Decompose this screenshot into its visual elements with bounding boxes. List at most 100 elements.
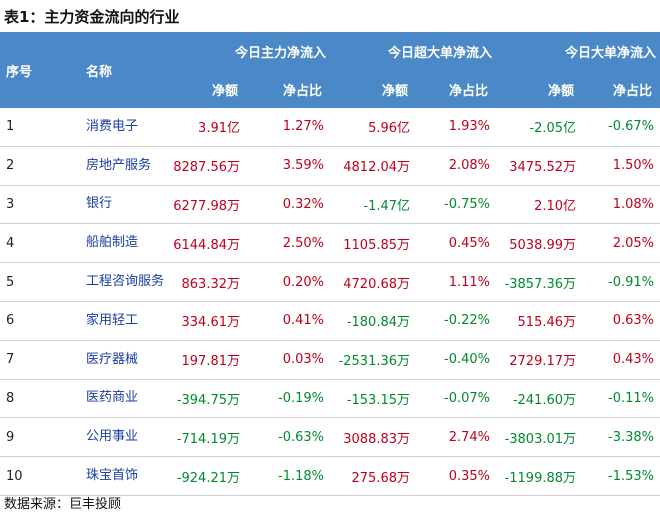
large-net-ratio-cell: 2.05%: [582, 223, 660, 264]
large-net-amount-cell: -241.60万: [496, 379, 583, 419]
main-net-amount-cell: 197.81万: [168, 340, 246, 380]
super-large-net-ratio-cell: 1.93%: [416, 108, 497, 147]
super-large-net-amount-cell: -153.15万: [330, 379, 417, 419]
large-net-ratio-cell: 1.08%: [582, 185, 660, 225]
industry-name: 银行: [80, 185, 168, 225]
table-body: 1 消费电子 3.91亿 1.27% 5.96亿 1.93% -2.05亿 -0.67% 2 房地…: [0, 108, 660, 496]
industry-name: 公用事业: [80, 417, 168, 458]
large-net-amount-header: 净额: [496, 70, 583, 108]
large-net-amount-cell: -3803.01万: [496, 417, 583, 458]
fund-flow-table: 序号 名称 今日主力净流入 今日超大单净流入 今日大单净流入 净额 净占比 净额…: [0, 32, 660, 496]
row-index: 1: [0, 108, 80, 147]
super-large-net-ratio-cell: -0.22%: [416, 301, 497, 341]
main-net-ratio-cell: 3.59%: [246, 146, 331, 186]
row-index: 6: [0, 301, 80, 341]
large-net-ratio-cell: -0.91%: [582, 262, 660, 302]
super-large-net-amount-header: 净额: [330, 70, 417, 108]
row-index: 8: [0, 379, 80, 419]
large-net-amount-cell: 5038.99万: [496, 223, 583, 264]
super-large-net-ratio-cell: 2.74%: [416, 417, 497, 458]
main-inflow-group-header: 今日主力净流入: [168, 32, 331, 70]
large-net-ratio-cell: -0.67%: [582, 108, 660, 147]
main-net-amount-cell: -394.75万: [168, 379, 246, 419]
data-source-note: 数据来源：巨丰投顾: [4, 497, 122, 512]
table-row: 3 银行 6277.98万 0.32% -1.47亿 -0.75% 2.10亿 1.08%: [0, 185, 660, 225]
large-net-amount-cell: 3475.52万: [496, 146, 583, 186]
industry-name: 船舶制造: [80, 223, 168, 264]
table-title: 表1：主力资金流向的行业: [4, 8, 180, 26]
large-net-ratio-cell: 0.43%: [582, 340, 660, 380]
table-row: 9 公用事业 -714.19万 -0.63% 3088.83万 2.74% -3803.01…: [0, 417, 660, 458]
table-row: 7 医疗器械 197.81万 0.03% -2531.36万 -0.40% 2729.17万…: [0, 340, 660, 380]
industry-name: 医疗器械: [80, 340, 168, 380]
super-large-net-amount-cell: 4720.68万: [330, 262, 417, 302]
super-large-net-ratio-cell: 0.35%: [416, 456, 497, 496]
large-net-amount-cell: -2.05亿: [496, 108, 583, 147]
industry-name: 房地产服务: [80, 146, 168, 186]
main-net-amount-cell: -714.19万: [168, 417, 246, 458]
table-row: 4 船舶制造 6144.84万 2.50% 1105.85万 0.45% 5038.99万 2…: [0, 223, 660, 264]
main-net-ratio-cell: -0.63%: [246, 417, 331, 458]
main-net-amount-cell: 8287.56万: [168, 146, 246, 186]
super-large-net-amount-cell: 5.96亿: [330, 108, 417, 147]
super-large-net-ratio-cell: 0.45%: [416, 223, 497, 264]
main-net-ratio-cell: 0.41%: [246, 301, 331, 341]
name-header: 名称: [80, 32, 168, 108]
table-row: 8 医药商业 -394.75万 -0.19% -153.15万 -0.07% -241.60…: [0, 379, 660, 419]
super-large-net-ratio-cell: -0.07%: [416, 379, 497, 419]
main-net-ratio-cell: -0.19%: [246, 379, 331, 419]
industry-name: 消费电子: [80, 108, 168, 147]
super-large-net-ratio-cell: 1.11%: [416, 262, 497, 302]
super-large-net-amount-cell: -180.84万: [330, 301, 417, 341]
main-net-amount-cell: 3.91亿: [168, 108, 246, 147]
main-net-ratio-cell: -1.18%: [246, 456, 331, 496]
super-large-net-amount-cell: -2531.36万: [330, 340, 417, 380]
super-large-net-ratio-header: 净占比: [416, 70, 497, 108]
row-index: 7: [0, 340, 80, 380]
super-large-net-amount-cell: 3088.83万: [330, 417, 417, 458]
main-net-amount-cell: -924.21万: [168, 456, 246, 496]
table-row: 6 家用轻工 334.61万 0.41% -180.84万 -0.22% 515.46万 0.…: [0, 301, 660, 341]
large-net-amount-cell: -1199.88万: [496, 456, 583, 496]
row-index: 2: [0, 146, 80, 186]
large-net-amount-cell: 2.10亿: [496, 185, 583, 225]
main-net-ratio-cell: 1.27%: [246, 108, 331, 147]
header-group-row: 序号 名称 今日主力净流入 今日超大单净流入 今日大单净流入: [0, 32, 660, 108]
large-net-ratio-cell: -3.38%: [582, 417, 660, 458]
row-index: 10: [0, 456, 80, 496]
super-large-net-ratio-cell: -0.40%: [416, 340, 497, 380]
large-net-ratio-cell: 0.63%: [582, 301, 660, 341]
main-net-ratio-header: 净占比: [246, 70, 331, 108]
index-header: 序号: [0, 32, 80, 108]
main-net-ratio-cell: 0.20%: [246, 262, 331, 302]
main-net-amount-cell: 6144.84万: [168, 223, 246, 264]
super-large-inflow-group-header: 今日超大单净流入: [330, 32, 497, 70]
table-row: 2 房地产服务 8287.56万 3.59% 4812.04万 2.08% 3475.52万…: [0, 146, 660, 186]
large-inflow-group-header: 今日大单净流入: [496, 32, 660, 70]
super-large-net-amount-cell: 4812.04万: [330, 146, 417, 186]
main-net-ratio-cell: 0.32%: [246, 185, 331, 225]
super-large-net-ratio-cell: 2.08%: [416, 146, 497, 186]
row-index: 9: [0, 417, 80, 458]
super-large-net-amount-cell: 275.68万: [330, 456, 417, 496]
table-row: 10 珠宝首饰 -924.21万 -1.18% 275.68万 0.35% -1199.88…: [0, 456, 660, 496]
large-net-ratio-header: 净占比: [582, 70, 660, 108]
main-net-amount-header: 净额: [168, 70, 246, 108]
industry-name: 家用轻工: [80, 301, 168, 341]
row-index: 4: [0, 223, 80, 264]
large-net-ratio-cell: -0.11%: [582, 379, 660, 419]
table-row: 1 消费电子 3.91亿 1.27% 5.96亿 1.93% -2.05亿 -0.67%: [0, 108, 660, 147]
super-large-net-amount-cell: 1105.85万: [330, 223, 417, 264]
main-net-ratio-cell: 0.03%: [246, 340, 331, 380]
industry-name: 工程咨询服务: [80, 262, 168, 302]
industry-name: 珠宝首饰: [80, 456, 168, 496]
large-net-ratio-cell: -1.53%: [582, 456, 660, 496]
large-net-amount-cell: 515.46万: [496, 301, 583, 341]
main-net-amount-cell: 863.32万: [168, 262, 246, 302]
main-net-ratio-cell: 2.50%: [246, 223, 331, 264]
table-row: 5 工程咨询服务 863.32万 0.20% 4720.68万 1.11% -3857.36…: [0, 262, 660, 302]
large-net-ratio-cell: 1.50%: [582, 146, 660, 186]
large-net-amount-cell: 2729.17万: [496, 340, 583, 380]
row-index: 5: [0, 262, 80, 302]
industry-name: 医药商业: [80, 379, 168, 419]
